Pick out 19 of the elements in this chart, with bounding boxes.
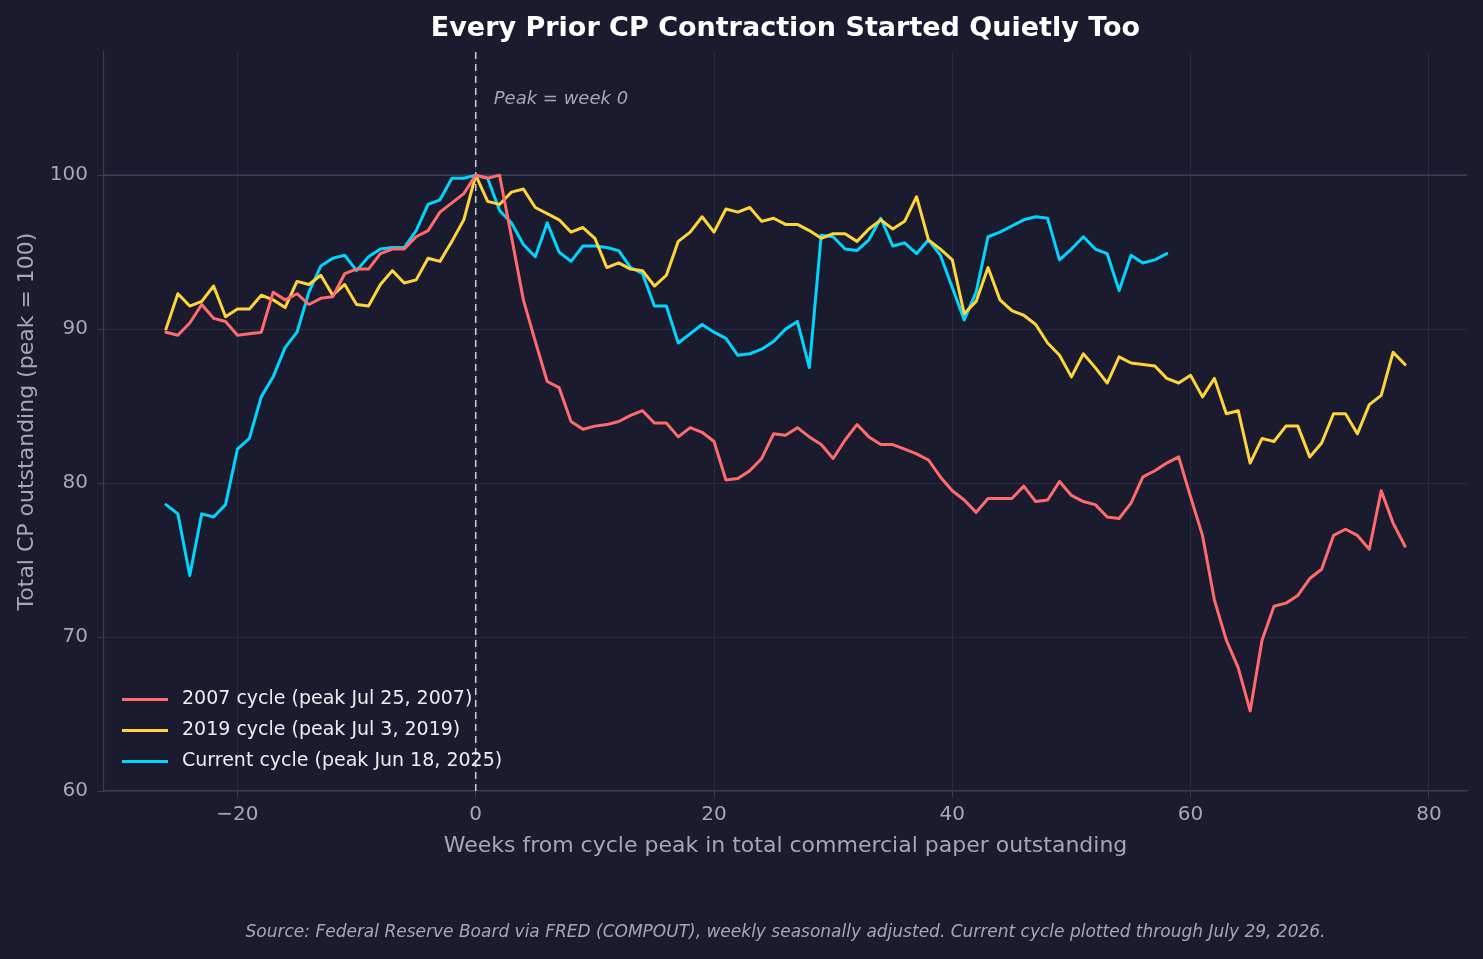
y-tick-label: 90 xyxy=(62,315,88,340)
x-tick-label: 0 xyxy=(469,801,483,826)
y-axis-title: Total CP outstanding (peak = 100) xyxy=(12,232,38,612)
x-tick-label: 20 xyxy=(701,801,727,826)
y-tick-label: 80 xyxy=(62,469,88,494)
y-tick-label: 60 xyxy=(62,777,88,802)
x-axis-title: Weeks from cycle peak in total commercial paper outstanding xyxy=(443,831,1128,857)
y-tick-label: 70 xyxy=(62,623,88,648)
legend-label: 2019 cycle (peak Jul 3, 2019) xyxy=(182,717,461,740)
y-tick-label: 100 xyxy=(49,161,88,186)
x-tick-label: 80 xyxy=(1416,801,1442,826)
chart-title: Every Prior CP Contraction Started Quietly Too xyxy=(430,11,1141,43)
x-tick-label: 60 xyxy=(1177,801,1204,826)
x-tick-label: 40 xyxy=(939,801,966,826)
ref-line-label: Peak = week 0 xyxy=(493,86,629,108)
x-tick-label: −20 xyxy=(216,801,259,826)
source-note: Source: Federal Reserve Board via FRED (COMPOUT), weekly seasonally adjusted. Current cycle plotted through July 29, 2026. xyxy=(245,921,1326,942)
legend-label: Current cycle (peak Jun 18, 2025) xyxy=(182,748,503,771)
legend-label: 2007 cycle (peak Jul 25, 2007) xyxy=(182,686,473,709)
